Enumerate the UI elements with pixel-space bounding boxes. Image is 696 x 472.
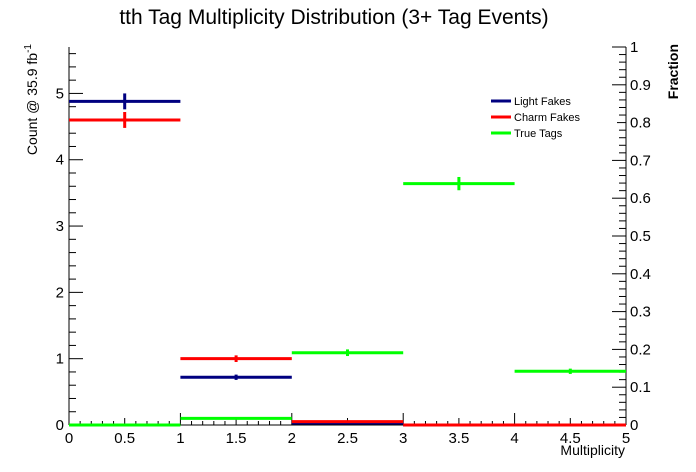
y2-tick-label: 0.7 bbox=[630, 152, 651, 169]
y2-tick-label: 0.8 bbox=[630, 115, 651, 132]
y2-axis-title: Fraction bbox=[665, 44, 681, 99]
x-tick-label: 2.5 bbox=[337, 430, 358, 447]
y2-tick-label: 0.4 bbox=[630, 266, 651, 283]
x-tick-label: 3.5 bbox=[448, 430, 469, 447]
series-true-tags bbox=[69, 176, 626, 427]
legend-label: Light Fakes bbox=[514, 96, 571, 108]
x-tick-label: 4 bbox=[510, 430, 518, 447]
y-tick-label: 4 bbox=[56, 152, 64, 169]
legend: Light Fakes Charm Fakes True Tags bbox=[486, 92, 617, 143]
y2-tick-label: 0 bbox=[630, 417, 638, 434]
y-tick-label: 1 bbox=[56, 351, 64, 368]
x-tick-label: 0.5 bbox=[114, 430, 135, 447]
y-tick-label: 2 bbox=[56, 284, 64, 301]
data-marks bbox=[69, 93, 626, 427]
y-tick-label: 0 bbox=[56, 417, 64, 434]
y2-tick-label: 0.1 bbox=[630, 379, 651, 396]
chart-title: tth Tag Multiplicity Distribution (3+ Ta… bbox=[119, 6, 548, 29]
y-axis-title-superscript: -1 bbox=[23, 44, 34, 53]
x-tick-label: 1 bbox=[176, 430, 184, 447]
x-tick-label: 4.5 bbox=[560, 430, 581, 447]
series-charm-fakes bbox=[69, 111, 626, 427]
legend-label: True Tags bbox=[514, 128, 563, 140]
x-tick-label: 2 bbox=[288, 430, 296, 447]
series-light-fakes bbox=[69, 93, 626, 427]
x-tick-label: 3 bbox=[399, 430, 407, 447]
legend-label: Charm Fakes bbox=[514, 112, 581, 124]
x-tick-label: 5 bbox=[622, 430, 630, 447]
y2-tick-label: 0.5 bbox=[630, 228, 651, 245]
y2-tick-label: 0.2 bbox=[630, 341, 651, 358]
y2-tick-label: 0.6 bbox=[630, 190, 651, 207]
y2-tick-label: 0.9 bbox=[630, 77, 651, 94]
y-axis-title-text: Count @ 35.9 fb bbox=[24, 53, 40, 155]
y2-tick-label: 0.3 bbox=[630, 304, 651, 321]
x-axis-title: Multiplicity bbox=[560, 442, 625, 458]
y-tick-label: 5 bbox=[56, 85, 64, 102]
x-tick-label: 1.5 bbox=[226, 430, 247, 447]
y-axis-title: Count @ 35.9 fb-1 bbox=[23, 44, 40, 156]
y2-tick-label: 1 bbox=[630, 39, 638, 56]
x-tick-label: 0 bbox=[65, 430, 73, 447]
y-tick-label: 3 bbox=[56, 218, 64, 235]
axis-ticks: 0 0.5 1 1.5 2 2.5 3 3.5 4 4.5 501234500.10.20.30.4… bbox=[56, 39, 651, 447]
